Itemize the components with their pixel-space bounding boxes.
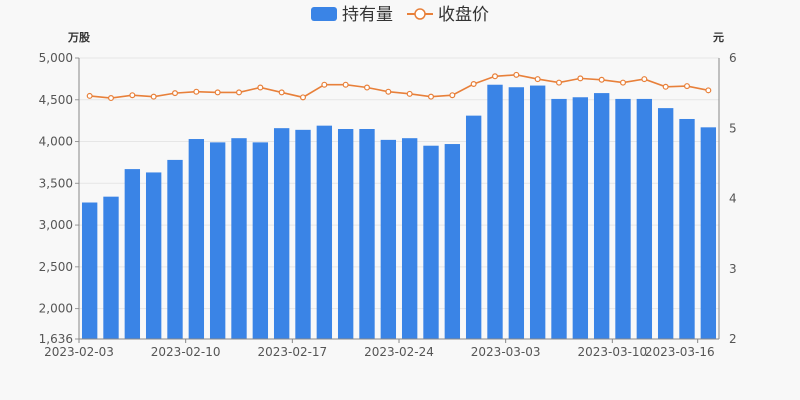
left-axis-tick-label: 5,000 — [39, 51, 73, 65]
legend-bar-swatch[interactable] — [311, 7, 337, 21]
bar[interactable] — [252, 142, 269, 339]
price-point[interactable] — [534, 76, 541, 83]
bar[interactable] — [145, 172, 162, 339]
left-axis-unit: 万股 — [67, 31, 91, 44]
bar[interactable] — [103, 196, 119, 339]
price-point[interactable] — [129, 92, 136, 99]
right-axis-tick-label: 4 — [729, 192, 737, 206]
bar[interactable] — [487, 84, 503, 340]
bar[interactable] — [209, 142, 226, 339]
left-axis-tick-label: 3,500 — [39, 176, 73, 190]
bar[interactable] — [593, 93, 610, 339]
price-point[interactable] — [470, 80, 477, 87]
bar[interactable] — [572, 97, 589, 339]
x-axis-tick-label: 2023-02-10 — [151, 345, 221, 359]
bar[interactable] — [551, 98, 567, 339]
price-point[interactable] — [172, 90, 179, 97]
price-point[interactable] — [705, 87, 712, 94]
price-point[interactable] — [342, 81, 349, 88]
price-point[interactable] — [321, 81, 328, 88]
price-point[interactable] — [278, 89, 285, 96]
price-point[interactable] — [214, 89, 221, 96]
legend-line-marker[interactable] — [414, 8, 426, 20]
x-axis-tick-label: 2023-02-24 — [364, 345, 434, 359]
right-axis-tick-label: 2 — [729, 332, 737, 346]
left-axis-tick-label: 1,636 — [39, 332, 73, 346]
right-axis-unit: 元 — [713, 31, 724, 44]
bar[interactable] — [316, 125, 333, 339]
price-point[interactable] — [385, 88, 392, 95]
legend-line-label[interactable]: 收盘价 — [438, 5, 489, 25]
price-point[interactable] — [598, 76, 605, 83]
price-point[interactable] — [449, 92, 456, 99]
bar[interactable] — [529, 85, 546, 339]
right-axis-tick-label: 5 — [729, 121, 737, 135]
price-point[interactable] — [555, 79, 562, 86]
bar[interactable] — [700, 127, 717, 340]
legend[interactable]: 持有量 收盘价 — [311, 5, 489, 25]
price-point[interactable] — [236, 89, 243, 96]
price-point[interactable] — [364, 84, 371, 91]
bar[interactable] — [465, 115, 482, 339]
left-axis-tick-label: 2,500 — [39, 260, 73, 274]
bar[interactable] — [231, 138, 247, 339]
bar[interactable] — [508, 87, 525, 340]
right-axis-tick-label: 3 — [729, 262, 737, 276]
price-point[interactable] — [150, 93, 157, 100]
price-point[interactable] — [577, 75, 584, 82]
bar[interactable] — [81, 202, 98, 339]
left-axis-tick-label: 4,000 — [39, 135, 73, 149]
price-point[interactable] — [683, 83, 690, 90]
bar[interactable] — [188, 139, 205, 339]
bar-series — [81, 84, 717, 340]
x-axis-tick-label: 2023-03-16 — [645, 345, 715, 359]
bar[interactable] — [359, 129, 375, 339]
x-axis-tick-label: 2023-02-17 — [257, 345, 327, 359]
price-point[interactable] — [107, 95, 114, 102]
legend-bar-label[interactable]: 持有量 — [342, 5, 393, 25]
bar[interactable] — [337, 129, 354, 339]
x-axis-tick-label: 2023-03-10 — [577, 345, 647, 359]
bar[interactable] — [124, 169, 141, 339]
price-point[interactable] — [257, 84, 264, 91]
bar[interactable] — [444, 144, 461, 339]
price-line — [89, 74, 709, 99]
price-point[interactable] — [193, 88, 200, 95]
bar[interactable] — [615, 98, 631, 339]
x-axis-tick-label: 2023-03-03 — [471, 345, 541, 359]
bar[interactable] — [295, 129, 311, 339]
price-point[interactable] — [513, 71, 520, 78]
left-axis-tick-label: 3,000 — [39, 218, 73, 232]
price-point[interactable] — [86, 92, 93, 99]
bar[interactable] — [380, 139, 397, 339]
bar[interactable] — [273, 128, 290, 339]
price-point[interactable] — [619, 79, 626, 86]
axes: 1,636 2,000 2,500 3,000 3,500 4,000 4,500 5,000… — [39, 51, 737, 359]
x-axis-tick-label: 2023-02-03 — [44, 345, 114, 359]
left-axis-tick-label: 4,500 — [39, 93, 73, 107]
price-point[interactable] — [428, 93, 435, 100]
price-point[interactable] — [492, 73, 499, 80]
price-point[interactable] — [300, 94, 307, 101]
line-series — [86, 71, 712, 102]
price-point[interactable] — [641, 76, 648, 83]
left-axis-tick-label: 2,000 — [39, 302, 73, 316]
price-point[interactable] — [662, 83, 669, 90]
bar[interactable] — [401, 138, 418, 339]
bar[interactable] — [636, 98, 653, 339]
price-point[interactable] — [406, 90, 413, 97]
right-axis-tick-label: 6 — [729, 51, 737, 65]
bar[interactable] — [657, 108, 674, 340]
bar[interactable] — [423, 145, 439, 339]
grid-lines — [79, 57, 719, 310]
bar[interactable] — [167, 159, 183, 339]
bar[interactable] — [679, 118, 695, 340]
